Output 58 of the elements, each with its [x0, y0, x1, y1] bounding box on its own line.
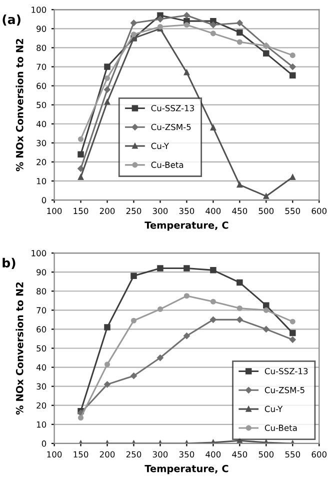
- y-tick-label: 60: [36, 82, 46, 90]
- y-axis-title: % NOx Conversion to N2: [16, 282, 24, 415]
- chart-title: (a): [2, 14, 20, 26]
- y-tick-label: 70: [36, 64, 46, 70]
- legend-label: Cu-Y: [151, 142, 170, 150]
- x-tick-label: 200: [100, 451, 115, 458]
- x-tick-label: 600: [312, 451, 327, 458]
- y-tick-label: 80: [36, 288, 46, 294]
- x-axis-title: Temperature, C: [144, 464, 228, 474]
- y-tick-label: 80: [36, 44, 46, 52]
- x-tick-label: 100: [47, 451, 62, 458]
- y-tick-label: 100: [32, 250, 46, 256]
- y-tick-label: 10: [36, 178, 46, 184]
- x-tick-label: 400: [206, 451, 221, 458]
- y-tick-label: 20: [36, 158, 46, 166]
- y-tick-label: 40: [36, 364, 46, 371]
- x-tick-label: 100: [47, 208, 62, 214]
- x-tick-label: 350: [179, 208, 194, 214]
- x-tick-label: 500: [258, 451, 274, 458]
- x-tick-label: 400: [206, 208, 221, 214]
- y-tick-label: 30: [36, 383, 46, 390]
- x-tick-label: 300: [152, 208, 168, 214]
- x-tick-label: 550: [285, 451, 300, 458]
- y-tick-label: 90: [36, 269, 46, 276]
- legend-label: Cu-Y: [264, 406, 283, 412]
- y-tick-label: 60: [36, 326, 46, 332]
- legend-label: Cu-SSZ-13: [264, 368, 308, 374]
- y-tick-label: 50: [36, 102, 46, 108]
- x-tick-label: 150: [74, 208, 88, 214]
- y-tick-label: 70: [36, 307, 46, 314]
- x-tick-label: 200: [100, 208, 115, 214]
- y-tick-label: 0: [42, 197, 46, 204]
- x-tick-label: 500: [258, 208, 274, 214]
- x-tick-label: 350: [179, 451, 194, 458]
- legend-label: Cu-SSZ-13: [151, 104, 194, 112]
- chart-title: b): [2, 258, 16, 270]
- y-tick-label: 90: [36, 26, 46, 32]
- y-tick-label: 0: [42, 440, 46, 447]
- legend-label: Cu-Beta: [151, 162, 184, 168]
- x-tick-label: 450: [232, 208, 248, 214]
- y-axis-title: % NOx Conversion to N2: [16, 39, 24, 172]
- x-tick-label: 600: [312, 208, 327, 214]
- x-tick-label: 250: [126, 451, 142, 458]
- x-tick-label: 250: [126, 208, 142, 214]
- y-tick-label: 10: [36, 421, 46, 428]
- y-tick-label: 20: [36, 402, 46, 409]
- x-axis-title: Temperature, C: [144, 221, 228, 231]
- y-tick-label: 40: [36, 120, 46, 128]
- legend-label: Cu-ZSM-5: [151, 124, 191, 130]
- x-tick-label: 450: [232, 451, 248, 458]
- legend-label: Cu-Beta: [264, 424, 297, 431]
- y-tick-label: 30: [36, 140, 46, 146]
- y-tick-label: 50: [36, 345, 46, 352]
- x-tick-label: 300: [152, 451, 168, 458]
- legend-label: Cu-ZSM-5: [264, 386, 304, 394]
- y-tick-label: 100: [32, 6, 46, 13]
- x-tick-label: 150: [74, 451, 88, 458]
- x-tick-label: 550: [285, 208, 300, 214]
